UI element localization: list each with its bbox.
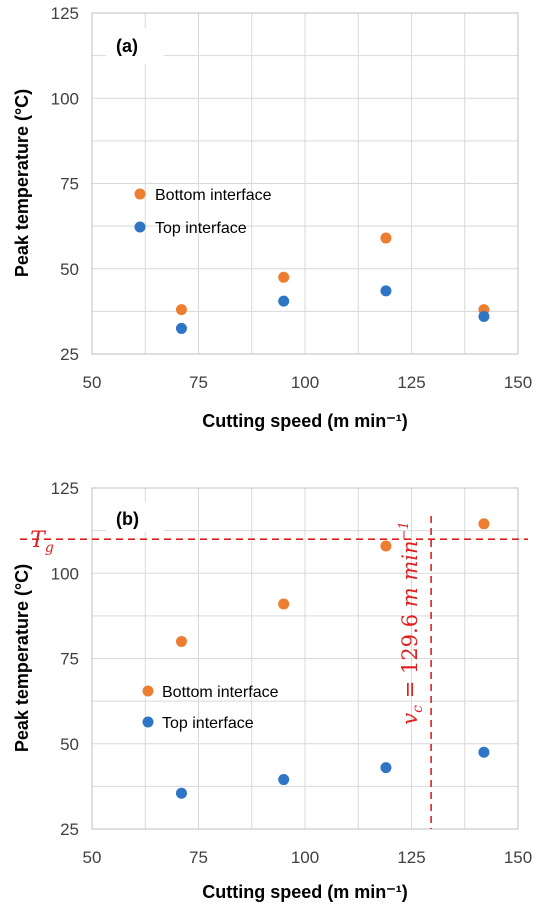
x-ticks-b: 50 75 100 125 150 xyxy=(83,848,533,867)
legend-label-bottom-b: Bottom interface xyxy=(162,684,279,701)
x-axis-title-a: Cutting speed (m min⁻¹) xyxy=(202,411,408,431)
top-interface-point xyxy=(380,762,392,774)
x-tick-label: 150 xyxy=(504,848,532,867)
top-interface-point xyxy=(278,295,290,307)
x-axis-title-b: Cutting speed (m min⁻¹) xyxy=(202,882,408,902)
bottom-interface-point xyxy=(380,232,392,244)
x-tick-label: 75 xyxy=(189,848,208,867)
legend-marker-bottom-a xyxy=(134,188,146,200)
x-tick-label: 100 xyxy=(291,848,319,867)
panel-label-bg-a xyxy=(106,28,164,64)
legend-label-top-b: Top interface xyxy=(162,715,254,732)
vc-label: vc = 129.6 m min−1 xyxy=(397,521,426,724)
y-tick-label: 25 xyxy=(60,345,79,364)
top-interface-point xyxy=(278,774,290,786)
x-ticks-a: 50 75 100 125 150 xyxy=(83,373,533,392)
y-axis-title-a: Peak temperature (°C) xyxy=(12,89,32,277)
y-ticks-b: 25 50 75 100 125 xyxy=(51,479,79,839)
legend-marker-bottom-b xyxy=(142,685,154,697)
data-points-a xyxy=(175,232,490,334)
x-tick-label: 50 xyxy=(83,373,102,392)
bottom-interface-point xyxy=(175,635,187,647)
y-axis-title-b: Peak temperature (°C) xyxy=(12,564,32,752)
plot-border-a xyxy=(91,12,519,355)
top-interface-point xyxy=(175,322,187,334)
top-interface-point xyxy=(380,285,392,297)
top-interface-point xyxy=(478,310,490,322)
legend-marker-top-a xyxy=(134,221,146,233)
data-points-b xyxy=(175,518,490,799)
x-tick-label: 125 xyxy=(397,848,425,867)
y-tick-label: 125 xyxy=(51,4,79,23)
y-tick-label: 50 xyxy=(60,735,79,754)
y-tick-label: 75 xyxy=(60,175,79,194)
annotations-b: Tg vc = 129.6 m min−1 xyxy=(20,516,528,829)
panel-label-b: (b) xyxy=(116,509,139,529)
y-tick-label: 125 xyxy=(51,479,79,498)
legend-label-top-a: Top interface xyxy=(155,220,247,237)
y-tick-label: 100 xyxy=(51,564,79,583)
top-interface-point xyxy=(175,787,187,799)
x-tick-label: 75 xyxy=(189,373,208,392)
gridlines-a xyxy=(92,13,518,354)
legend-b: Bottom interface Top interface xyxy=(142,684,279,732)
x-tick-label: 125 xyxy=(397,373,425,392)
bottom-interface-point xyxy=(380,540,392,552)
panel-label-bg-b xyxy=(106,502,164,532)
legend-marker-top-b xyxy=(142,716,154,728)
panel-label-a: (a) xyxy=(116,36,138,56)
bottom-interface-point xyxy=(175,304,187,316)
x-tick-label: 150 xyxy=(504,373,532,392)
y-tick-label: 100 xyxy=(51,89,79,108)
x-tick-label: 100 xyxy=(291,373,319,392)
tg-label: Tg xyxy=(30,528,54,556)
y-tick-label: 25 xyxy=(60,820,79,839)
y-tick-label: 50 xyxy=(60,260,79,279)
legend-a: Bottom interface Top interface xyxy=(134,187,272,237)
legend-label-bottom-a: Bottom interface xyxy=(155,187,272,204)
y-ticks-a: 25 50 75 100 125 xyxy=(51,4,79,364)
y-tick-label: 75 xyxy=(60,650,79,669)
top-interface-point xyxy=(478,746,490,758)
bottom-interface-point xyxy=(478,518,490,530)
x-tick-label: 50 xyxy=(83,848,102,867)
bottom-interface-point xyxy=(278,271,290,283)
bottom-interface-point xyxy=(278,598,290,610)
plot-border-b xyxy=(91,487,519,830)
